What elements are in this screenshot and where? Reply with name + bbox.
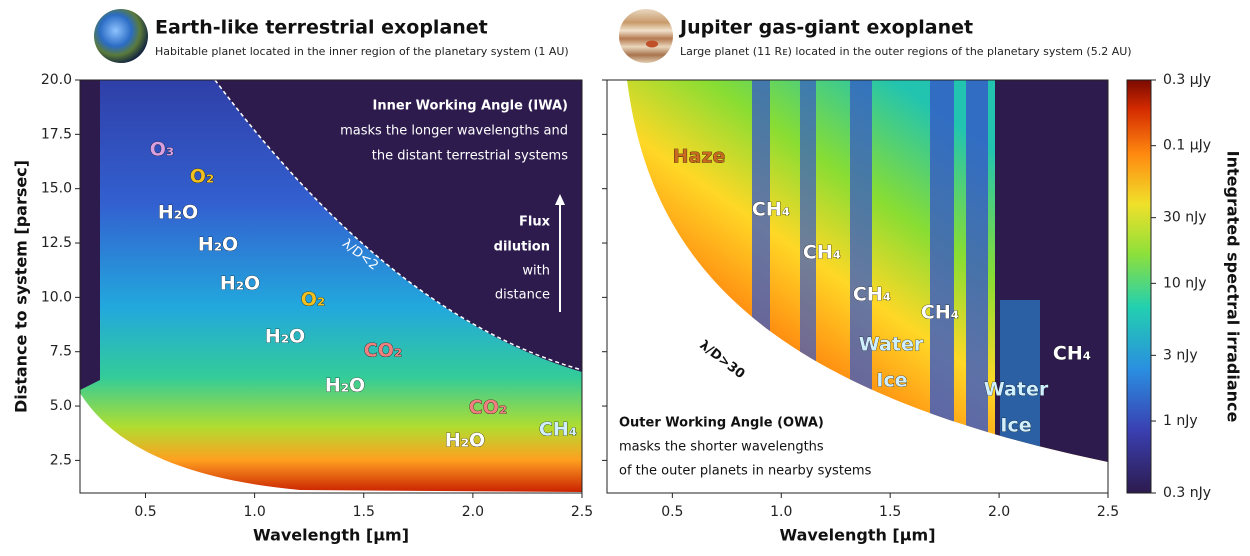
annotation: dilution xyxy=(494,240,550,255)
earth-icon xyxy=(94,9,148,63)
y-tick-label: 5.0 xyxy=(50,398,72,414)
annotation: H₂O xyxy=(445,430,485,452)
absorption-band xyxy=(930,80,954,462)
annotation: Ice xyxy=(1000,415,1031,437)
excluded-region xyxy=(80,393,582,493)
x-tick-label: 1.0 xyxy=(243,504,265,520)
annotation: Flux xyxy=(519,215,551,230)
iwa-curve xyxy=(214,79,583,371)
annotation: of the outer planets in nearby systems xyxy=(619,464,872,479)
colorbar xyxy=(1126,79,1152,494)
spectral-map xyxy=(80,80,582,493)
annotation: O₂ xyxy=(301,289,325,311)
great-red-spot xyxy=(646,40,658,48)
annotation: O₃ xyxy=(150,139,174,161)
annotation: Water xyxy=(859,334,924,356)
colorbar-tick-label: 3 nJy xyxy=(1163,347,1198,363)
annotation: with xyxy=(522,264,550,279)
x-tick-label: 2.5 xyxy=(571,504,593,520)
arrow-head xyxy=(555,194,565,205)
y-tick-label: 2.5 xyxy=(50,452,72,468)
x-tick-label: 1.5 xyxy=(879,504,901,520)
absorption-band xyxy=(850,80,872,462)
x-tick-label: 1.5 xyxy=(353,504,375,520)
annotation: Outer Working Angle (OWA) xyxy=(619,416,824,431)
text-layer: Earth-like terrestrial exoplanet Habitabl… xyxy=(12,17,1243,545)
annotation: CH₄ xyxy=(752,199,790,221)
panel-title: Jupiter gas-giant exoplanet xyxy=(678,17,973,39)
annotation: CH₄ xyxy=(803,242,841,264)
panel-title: Earth-like terrestrial exoplanet xyxy=(155,17,488,39)
x-tick-label: 0.5 xyxy=(134,504,156,520)
annotation: Haze xyxy=(673,146,726,168)
colorbar-tick-label: 0.1 μJy xyxy=(1163,138,1211,154)
annotation: masks the shorter wavelengths xyxy=(619,440,824,455)
y-tick-label: 17.5 xyxy=(41,126,72,142)
annotation: the distant terrestrial systems xyxy=(372,149,568,164)
y-axis-label: Distance to system [parsec] xyxy=(12,160,31,413)
y-tick-label: 10.0 xyxy=(41,289,72,305)
annotation: H₂O xyxy=(220,273,260,295)
annotation: H₂O xyxy=(158,202,198,224)
x-axis-label: Wavelength [μm] xyxy=(779,526,935,545)
annotation: CH₄ xyxy=(1053,343,1091,365)
annotation: CH₄ xyxy=(539,419,577,441)
plot-frame xyxy=(79,79,583,494)
annotation: distance xyxy=(495,288,550,303)
colorbar-label: Integrated spectral irradiance xyxy=(1224,151,1243,423)
y-tick-label: 12.5 xyxy=(41,235,72,251)
annotation: CH₄ xyxy=(853,284,891,306)
x-axis-label: Wavelength [μm] xyxy=(253,526,409,545)
annotation: H₂O xyxy=(198,234,238,256)
colorbar-tick-label: 10 nJy xyxy=(1163,275,1207,291)
annotation: CO₂ xyxy=(364,340,402,362)
x-tick-label: 0.5 xyxy=(661,504,683,520)
colorbar-tick-label: 30 nJy xyxy=(1163,210,1207,226)
annotation: CO₂ xyxy=(469,397,507,419)
annotation: H₂O xyxy=(265,326,305,348)
annotation: masks the longer wavelengths and xyxy=(340,124,568,139)
annotation: Inner Working Angle (IWA) xyxy=(373,99,568,114)
annotation: O₂ xyxy=(190,166,214,188)
x-tick-label: 2.0 xyxy=(462,504,484,520)
jupiter-icon xyxy=(619,9,673,63)
x-tick-label: 2.0 xyxy=(988,504,1010,520)
y-tick-label: 7.5 xyxy=(50,344,72,360)
x-tick-label: 2.5 xyxy=(1097,504,1119,520)
absorption-band xyxy=(966,80,988,462)
panel-subtitle: Large planet (11 Rᴇ) located in the oute… xyxy=(680,45,1132,58)
plot-frame xyxy=(606,79,1109,494)
colorbar-tick-label: 0.3 nJy xyxy=(1163,485,1211,501)
absorption-band xyxy=(1000,300,1040,462)
annotation: Ice xyxy=(876,370,907,392)
y-tick-label: 15.0 xyxy=(41,181,72,197)
colorbar-tick-label: 1 nJy xyxy=(1163,413,1198,429)
annotation: CH₄ xyxy=(921,302,959,324)
x-tick-label: 1.0 xyxy=(770,504,792,520)
y-tick-label: 20.0 xyxy=(41,72,72,88)
annotation: H₂O xyxy=(325,375,365,397)
panel-subtitle: Habitable planet located in the inner re… xyxy=(155,45,569,58)
colorbar-tick-label: 0.3 μJy xyxy=(1163,72,1211,88)
annotation: Water xyxy=(984,379,1049,401)
